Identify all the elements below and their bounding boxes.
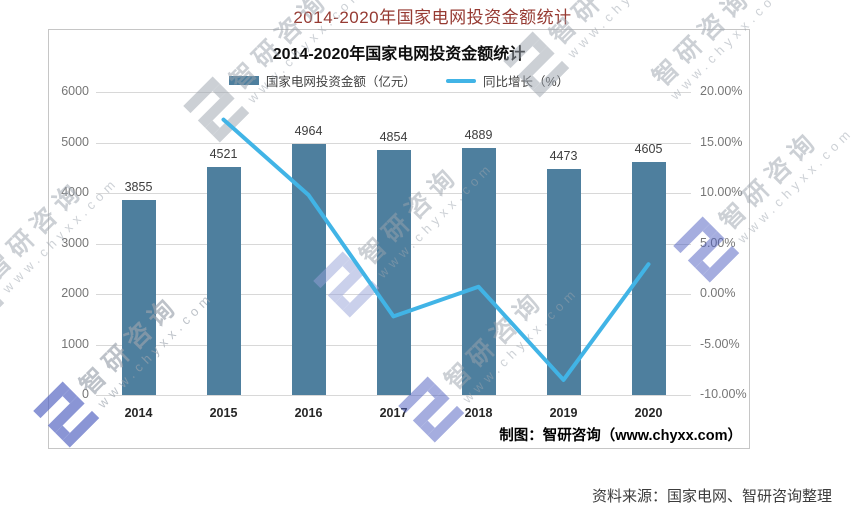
y-axis-left-label: 3000 xyxy=(61,235,89,250)
investment-bar xyxy=(461,148,496,395)
y-axis-left-label: 0 xyxy=(82,387,89,401)
investment-bar xyxy=(206,166,241,395)
chart-legend: 国家电网投资金额（亿元） 同比增长（%） xyxy=(49,71,749,90)
y-axis-left-label: 5000 xyxy=(61,134,89,149)
gridline xyxy=(96,395,691,396)
investment-bar xyxy=(291,144,326,395)
x-axis-label: 2020 xyxy=(634,406,663,420)
bar-value-label: 4964 xyxy=(294,124,323,139)
y-axis-right-label: 20.00% xyxy=(700,84,743,98)
gridline xyxy=(96,92,691,93)
bar-value-label: 3855 xyxy=(124,180,153,195)
y-axis-left-label: 6000 xyxy=(61,84,89,98)
y-axis-left-label: 1000 xyxy=(61,336,89,351)
y-axis-left-label: 4000 xyxy=(61,185,89,199)
legend-item-investment: 国家电网投资金额（亿元） xyxy=(228,71,416,90)
y-axis-right-label: 15.00% xyxy=(700,134,743,149)
bar-value-label: 4889 xyxy=(464,128,493,143)
chart-box: 2014-2020年国家电网投资金额统计 国家电网投资金额（亿元） 同比增长（%… xyxy=(48,29,750,449)
investment-bar xyxy=(546,169,581,395)
x-axis-label: 2015 xyxy=(209,406,238,420)
x-axis-label: 2019 xyxy=(549,406,578,420)
line-legend-swatch xyxy=(445,78,476,83)
zhiyan-logo-icon xyxy=(0,266,5,334)
legend-label-investment: 国家电网投资金额（亿元） xyxy=(265,75,416,89)
y-axis-right-label: -5.00% xyxy=(700,336,740,351)
investment-bar xyxy=(121,200,156,395)
x-axis-label: 2016 xyxy=(294,406,323,420)
bar-value-label: 4473 xyxy=(549,149,578,164)
legend-label-growth: 同比增长（%） xyxy=(482,75,570,89)
page-title: 2014-2020年国家电网投资金额统计 xyxy=(293,8,572,27)
investment-bar xyxy=(376,149,411,395)
y-axis-right-label: 10.00% xyxy=(700,185,743,199)
bar-value-label: 4521 xyxy=(209,146,238,161)
y-axis-left-label: 2000 xyxy=(61,286,89,300)
x-axis-label: 2017 xyxy=(379,406,408,420)
x-axis-label: 2018 xyxy=(464,406,493,420)
bar-value-label: 4605 xyxy=(634,142,663,157)
y-axis-right-label: 0.00% xyxy=(700,286,736,300)
legend-item-growth: 同比增长（%） xyxy=(445,71,570,90)
investment-bar xyxy=(631,162,666,395)
bar-legend-swatch xyxy=(228,76,259,85)
y-axis-right-label: -10.00% xyxy=(700,387,747,401)
y-axis-right-label: 5.00% xyxy=(700,235,736,250)
chart-title: 2014-2020年国家电网投资金额统计 xyxy=(272,46,526,63)
x-axis-label: 2014 xyxy=(124,406,153,420)
source-note: 资料来源：国家电网、智研咨询整理 xyxy=(591,488,832,505)
bar-value-label: 4854 xyxy=(379,129,408,144)
chart-credit: 制图：智研咨询（www.chyxx.com） xyxy=(499,428,742,444)
